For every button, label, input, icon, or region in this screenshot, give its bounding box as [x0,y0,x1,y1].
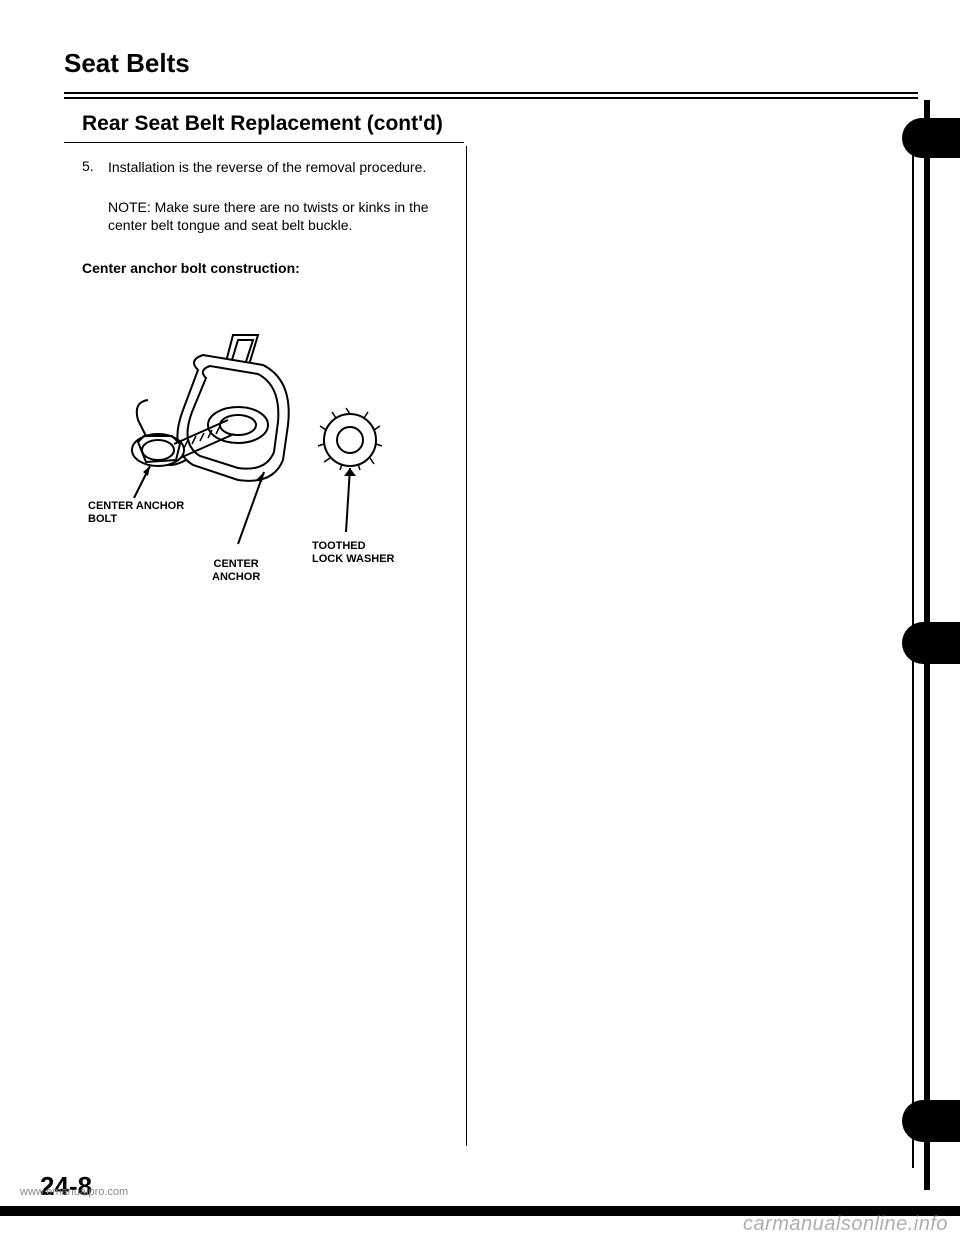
rule-top-2 [64,97,918,99]
callout-center-anchor-bolt: CENTER ANCHOR BOLT [88,500,184,525]
binder-tab-bottom [902,1100,960,1142]
construction-label: Center anchor bolt construction: [82,260,300,276]
callout-text: CENTER ANCHOR [88,500,184,512]
callout-toothed-lock-washer: TOOTHED LOCK WASHER [312,540,395,565]
subsection-title: Rear Seat Belt Replacement (cont'd) [82,112,443,136]
step-text: Installation is the reverse of the remov… [108,158,448,176]
watermark-source-right: carmanualsonline.info [743,1213,948,1236]
manual-page: Seat Belts Rear Seat Belt Replacement (c… [0,0,960,1242]
binder-tab-top [902,118,960,158]
step-number: 5. [82,158,94,174]
note-text: NOTE: Make sure there are no twists or k… [108,198,448,234]
callout-text: CENTER [214,558,259,570]
callout-center-anchor: CENTER ANCHOR [212,558,260,583]
callout-text: BOLT [88,513,117,525]
column-divider [466,146,467,1146]
section-title: Seat Belts [64,48,190,79]
binder-tab-middle [902,622,960,664]
watermark-source-left: www.emanualpro.com [20,1186,128,1198]
callout-text: ANCHOR [212,571,260,583]
callout-text: LOCK WASHER [312,553,395,565]
rule-top-1 [64,92,918,94]
rule-subsection [64,142,464,143]
callout-text: TOOTHED [312,540,366,552]
